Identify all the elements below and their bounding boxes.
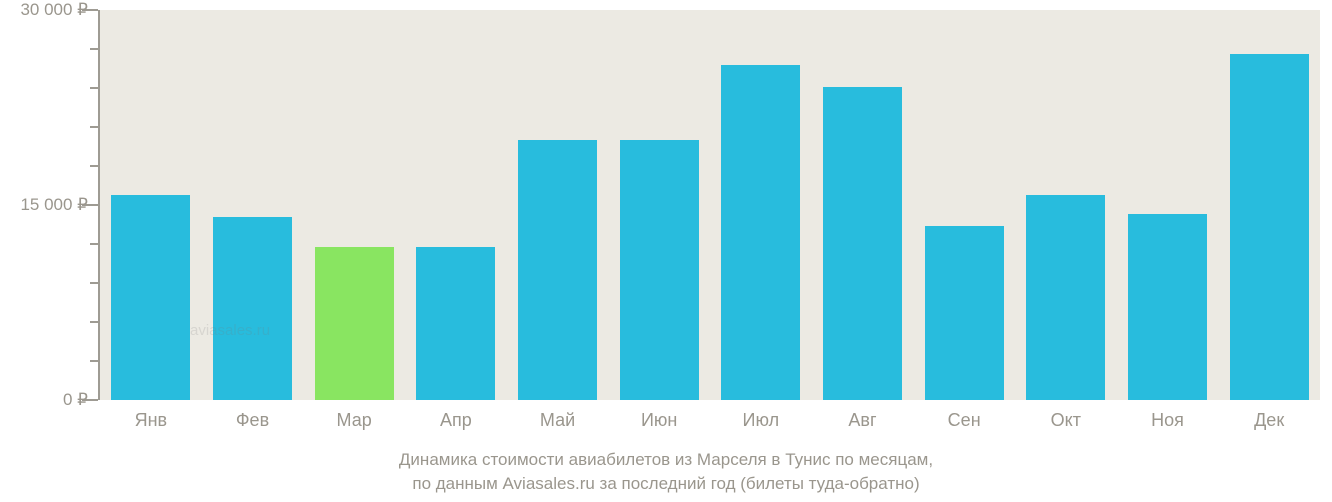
y-tick-minor [90, 282, 98, 284]
bar-Сен [925, 226, 1004, 400]
x-label-Ноя: Ноя [1151, 410, 1184, 431]
y-tick-minor [90, 87, 98, 89]
bar-Мар [315, 247, 394, 400]
y-tick-label: 0 ₽ [0, 390, 88, 410]
bar-Окт [1026, 195, 1105, 400]
x-label-Июн: Июн [641, 410, 677, 431]
bar-Ноя [1128, 214, 1207, 400]
bar-Дек [1230, 54, 1309, 400]
y-tick-minor [90, 243, 98, 245]
bar-Апр [416, 247, 495, 400]
x-label-Июл: Июл [743, 410, 780, 431]
y-tick-label: 30 000 ₽ [0, 0, 88, 20]
x-label-Мар: Мар [337, 410, 372, 431]
x-label-Янв: Янв [135, 410, 168, 431]
y-tick-minor [90, 126, 98, 128]
y-tick-label: 15 000 ₽ [0, 195, 88, 215]
bar-Янв [111, 195, 190, 400]
x-label-Авг: Авг [848, 410, 876, 431]
y-tick-minor [90, 48, 98, 50]
x-label-Май: Май [540, 410, 575, 431]
y-tick-minor [90, 321, 98, 323]
price-chart: 0 ₽ 15 000 ₽ 30 000 ₽ Янв Фев Мар Апр Май Июн Ию… [0, 0, 1332, 502]
x-label-Сен: Сен [948, 410, 981, 431]
x-label-Окт: Окт [1051, 410, 1081, 431]
x-label-Апр: Апр [440, 410, 472, 431]
x-label-Фев: Фев [236, 410, 269, 431]
x-label-Дек: Дек [1254, 410, 1284, 431]
y-tick-minor [90, 360, 98, 362]
bar-Фев [213, 217, 292, 400]
caption-line-2: по данным Aviasales.ru за последний год … [0, 472, 1332, 496]
bar-Июн [620, 140, 699, 400]
bars-container [100, 10, 1320, 400]
bar-Май [518, 140, 597, 400]
caption-line-1: Динамика стоимости авиабилетов из Марсел… [0, 448, 1332, 472]
y-tick-minor [90, 165, 98, 167]
bar-Авг [823, 87, 902, 400]
bar-Июл [721, 65, 800, 400]
